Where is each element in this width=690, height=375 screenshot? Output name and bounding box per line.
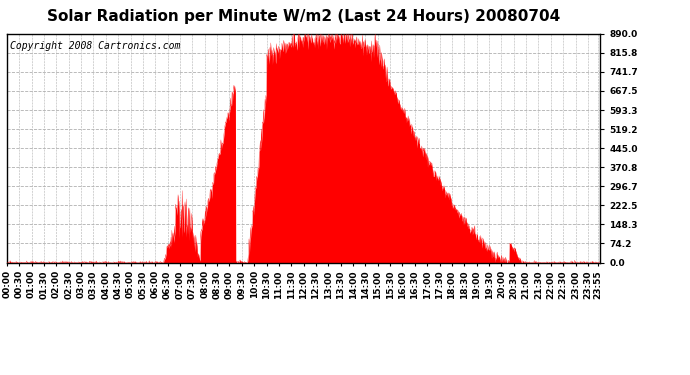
Text: Solar Radiation per Minute W/m2 (Last 24 Hours) 20080704: Solar Radiation per Minute W/m2 (Last 24… — [47, 9, 560, 24]
Text: Copyright 2008 Cartronics.com: Copyright 2008 Cartronics.com — [10, 40, 180, 51]
